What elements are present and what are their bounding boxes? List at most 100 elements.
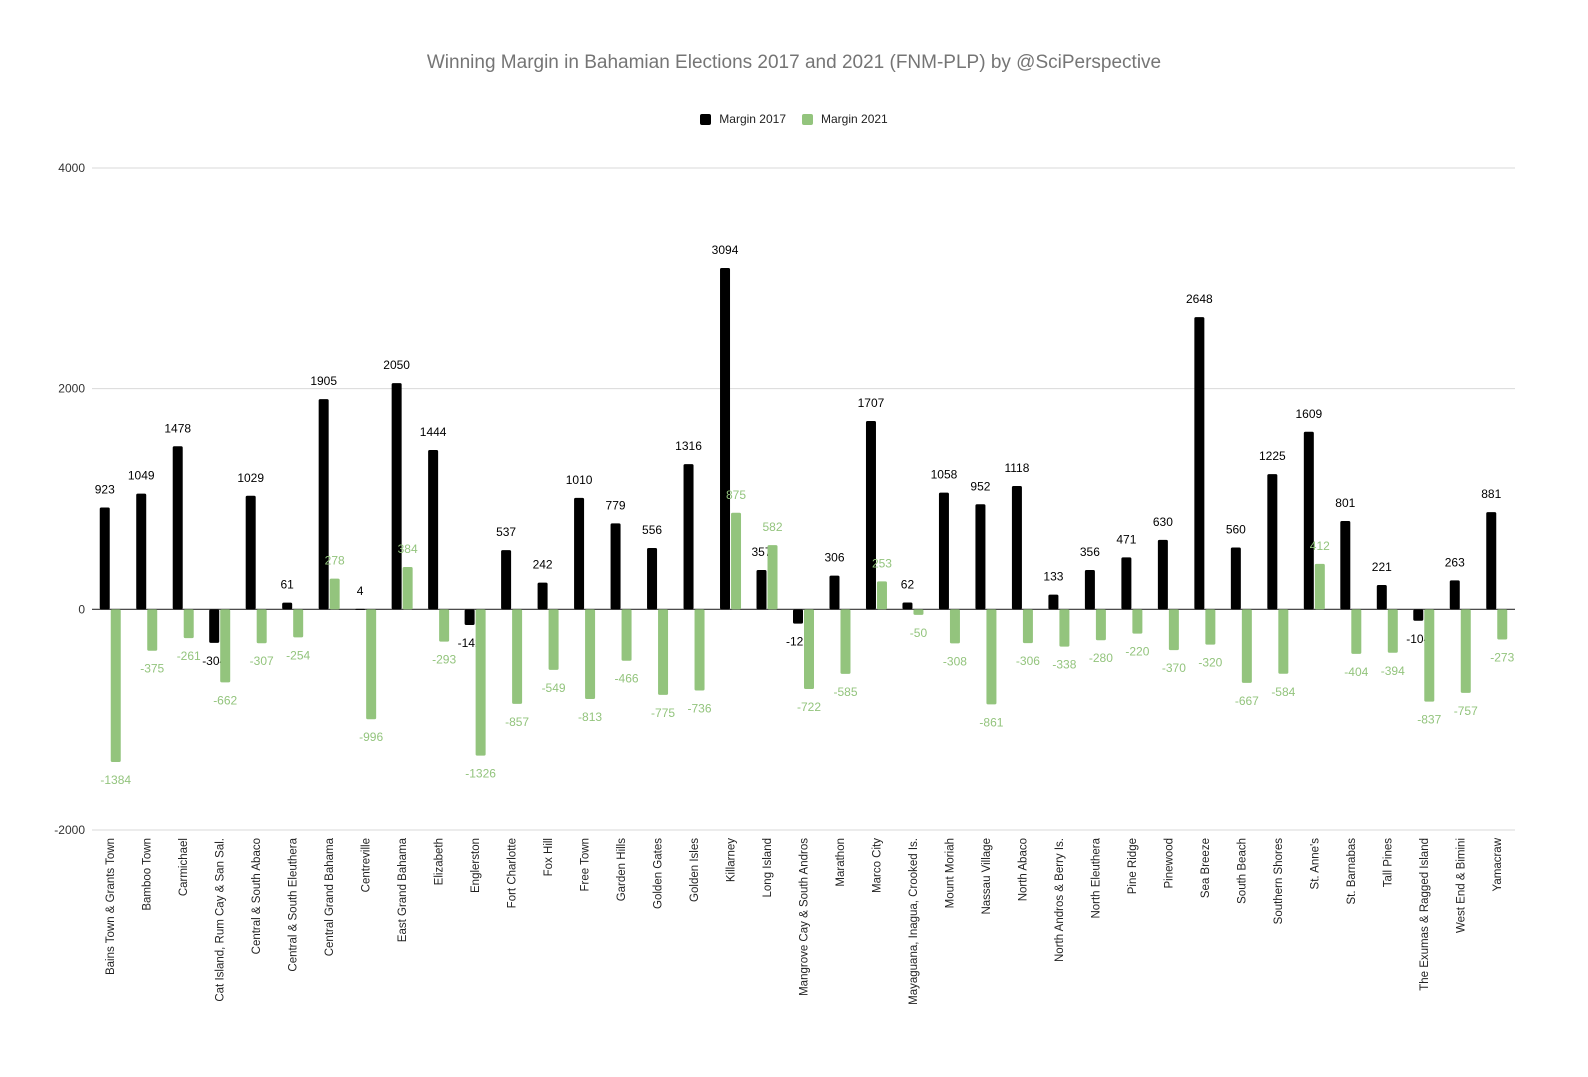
bar-2017 bbox=[1157, 539, 1168, 610]
bar-2021 bbox=[1314, 563, 1325, 610]
data-label-2017: 242 bbox=[533, 558, 553, 572]
bar-2017 bbox=[938, 492, 949, 610]
data-label-2017: 471 bbox=[1116, 532, 1136, 546]
legend-swatch-2017 bbox=[700, 113, 712, 125]
data-label-2017: 357 bbox=[751, 545, 771, 559]
data-label-2021: -307 bbox=[250, 654, 274, 668]
bar-2017 bbox=[683, 464, 694, 610]
bar-2017 bbox=[172, 446, 183, 610]
bar-2021 bbox=[876, 581, 887, 610]
legend-item-2017: Margin 2017 bbox=[700, 112, 786, 126]
bar-2017 bbox=[720, 267, 731, 610]
x-tick-label: Marathon bbox=[835, 838, 847, 887]
data-label-2021: -293 bbox=[432, 653, 456, 667]
bar-2017 bbox=[428, 450, 439, 610]
x-tick-label: Pinewood bbox=[1163, 838, 1175, 889]
bar-2021 bbox=[402, 566, 413, 610]
data-label-2021: -585 bbox=[833, 685, 857, 699]
data-label-2021: -273 bbox=[1490, 650, 1514, 664]
data-label-2017: 1058 bbox=[931, 468, 958, 482]
x-tick-label: Mount Moriah bbox=[944, 838, 956, 908]
bar-2017 bbox=[1303, 431, 1314, 610]
data-label-2021: 278 bbox=[325, 554, 345, 568]
data-label-2021: -813 bbox=[578, 710, 602, 724]
x-tick-label: Garden Hills bbox=[616, 838, 628, 902]
data-label-2021: -775 bbox=[651, 706, 675, 720]
bar-2017 bbox=[282, 602, 293, 610]
data-label-2017: 801 bbox=[1335, 496, 1355, 510]
bar-2021 bbox=[1460, 609, 1471, 693]
data-label-2021: -584 bbox=[1271, 685, 1295, 699]
data-label-2021: -722 bbox=[797, 700, 821, 714]
data-label-2021: -662 bbox=[213, 693, 237, 707]
bar-2017 bbox=[975, 504, 986, 610]
bar-2021 bbox=[767, 545, 778, 610]
data-label-2021: -466 bbox=[615, 672, 639, 686]
data-label-2021: -261 bbox=[177, 649, 201, 663]
data-label-2021: 875 bbox=[726, 488, 746, 502]
data-label-2021: -857 bbox=[505, 715, 529, 729]
data-label-2021: -338 bbox=[1052, 658, 1076, 672]
bar-2017 bbox=[610, 523, 621, 610]
data-label-2021: -549 bbox=[542, 681, 566, 695]
bar-2017 bbox=[1413, 609, 1424, 621]
data-label-2021: -667 bbox=[1235, 694, 1259, 708]
data-label-2017: 556 bbox=[642, 523, 662, 537]
data-label-2017: 537 bbox=[496, 525, 516, 539]
bar-2021 bbox=[1132, 609, 1143, 634]
bar-2021 bbox=[183, 609, 194, 639]
bar-2021 bbox=[147, 609, 158, 651]
legend-label-2021: Margin 2021 bbox=[821, 112, 888, 126]
data-label-2021: 253 bbox=[872, 556, 892, 570]
bar-2017 bbox=[902, 602, 913, 610]
bar-2017 bbox=[355, 608, 366, 610]
bar-2017 bbox=[318, 399, 329, 610]
data-label-2017: 133 bbox=[1043, 570, 1063, 584]
data-label-2017: 1478 bbox=[164, 421, 191, 435]
data-label-2017: 1225 bbox=[1259, 449, 1286, 463]
data-label-2017: 3094 bbox=[712, 243, 739, 257]
bar-2021 bbox=[1387, 609, 1398, 653]
bar-2021 bbox=[585, 609, 596, 700]
x-tick-label: Fort Charlotte bbox=[507, 838, 519, 908]
bar-2021 bbox=[731, 512, 742, 610]
data-label-2021: -370 bbox=[1162, 661, 1186, 675]
bar-2021 bbox=[986, 609, 997, 705]
data-label-2017: 1609 bbox=[1295, 407, 1322, 421]
bar-2021 bbox=[110, 609, 121, 763]
bar-2017 bbox=[865, 420, 876, 610]
x-tick-label: Long Island bbox=[762, 838, 774, 897]
bar-2021 bbox=[1424, 609, 1435, 702]
bar-2021 bbox=[1205, 609, 1216, 645]
data-label-2021: 384 bbox=[398, 542, 418, 556]
y-tick-label: 4000 bbox=[58, 161, 85, 175]
bar-2017 bbox=[209, 609, 220, 643]
data-label-2021: 412 bbox=[1310, 539, 1330, 553]
x-tick-label: Fox Hill bbox=[543, 838, 555, 876]
bar-2021 bbox=[256, 609, 267, 644]
bar-2017 bbox=[99, 507, 110, 610]
x-tick-label: North Eleuthera bbox=[1090, 837, 1102, 918]
bar-2017 bbox=[1048, 594, 1059, 610]
bar-2021 bbox=[1059, 609, 1070, 647]
data-label-2017: 1049 bbox=[128, 469, 155, 483]
bar-2017 bbox=[501, 550, 512, 610]
bar-2021 bbox=[439, 609, 450, 642]
data-label-2017: 952 bbox=[970, 479, 990, 493]
bar-2021 bbox=[220, 609, 231, 683]
bar-2021 bbox=[1278, 609, 1289, 674]
y-tick-label: -2000 bbox=[54, 823, 85, 837]
bar-2017 bbox=[1230, 547, 1241, 610]
bar-2021 bbox=[475, 609, 486, 756]
data-label-2021: -996 bbox=[359, 730, 383, 744]
data-label-2017: 1010 bbox=[566, 473, 593, 487]
x-tick-label: Carmichael bbox=[178, 838, 190, 896]
x-tick-label: West End & Bimini bbox=[1455, 838, 1467, 933]
x-tick-label: Killarney bbox=[726, 838, 738, 882]
bar-2021 bbox=[913, 609, 924, 615]
x-tick-label: Central & South Eleuthera bbox=[288, 837, 300, 971]
bar-2017 bbox=[574, 497, 585, 610]
bar-2017 bbox=[829, 575, 840, 610]
data-label-2017: 881 bbox=[1481, 487, 1501, 501]
bar-2017 bbox=[756, 569, 767, 610]
